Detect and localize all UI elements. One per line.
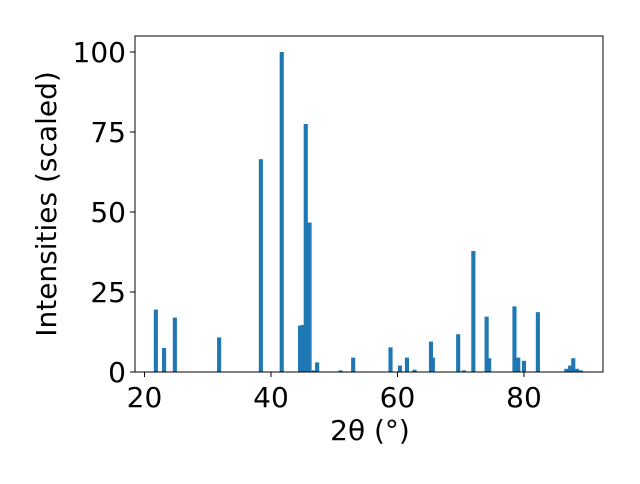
x-tick-label: 40 [253,381,289,414]
bar [153,309,158,372]
y-tick-label: 75 [90,116,126,149]
bar [279,52,284,372]
bar [430,357,435,372]
bar [521,360,526,372]
bar [162,348,167,372]
bar [461,370,466,372]
bar [568,365,573,372]
x-tick-label: 20 [127,381,163,414]
axes-frame [134,35,604,373]
bar [397,365,403,372]
y-tick-label: 25 [90,276,126,309]
bar [428,341,434,372]
bar [512,306,517,372]
y-tick-label: 50 [90,196,126,229]
bar [471,251,476,372]
y-axis-label: Intensities (scaled) [30,71,63,337]
bar [351,357,356,372]
bar [516,357,521,372]
bar [404,357,409,372]
x-tick-label: 60 [380,381,416,414]
bar [487,358,492,372]
bar [338,370,343,372]
bar [484,316,489,372]
bar [303,124,308,372]
bar [315,362,320,372]
y-tick-label: 0 [108,356,126,389]
y-tick-label: 100 [73,36,126,69]
bar [564,368,569,372]
bar [535,312,540,372]
bars-group [153,52,583,372]
bar [456,334,461,372]
bar [258,159,263,372]
bar [578,370,583,372]
bar [412,369,417,372]
bar [300,324,305,372]
x-axis-ticks: 20 40 60 80 [127,372,542,414]
y-axis-ticks: 0 25 50 75 100 [73,36,135,389]
bar [571,358,576,372]
bar [311,370,317,372]
x-axis-label: 2θ (°) [330,414,410,447]
x-tick-label: 80 [506,381,542,414]
bar [307,222,312,372]
bar [388,347,393,372]
bar [172,317,177,372]
bar [298,325,303,372]
bar [575,368,580,372]
bar [217,337,222,372]
